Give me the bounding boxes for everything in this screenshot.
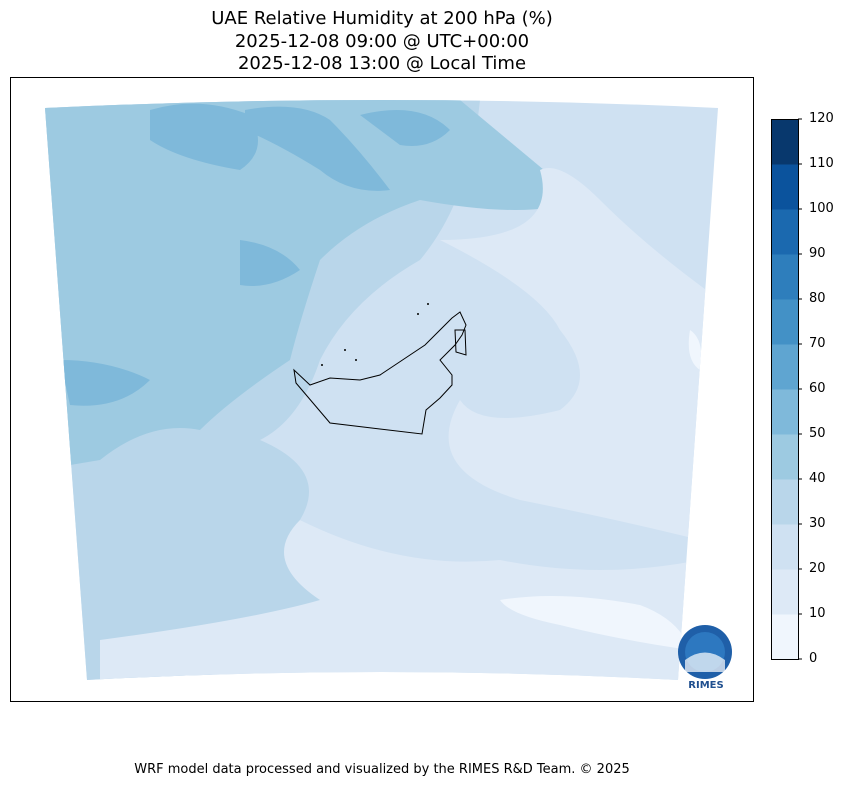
title-line-1: UAE Relative Humidity at 200 hPa (%) [211,8,553,29]
rimes-logo: RIMES [678,625,732,691]
colorbar-tick-label: 0 [809,651,818,666]
colorbar-tick-label: 110 [809,156,834,171]
colorbar-segment [771,164,798,210]
colorbar-tick-label: 40 [809,471,826,486]
colorbar-tick-label: 30 [809,516,826,531]
footer-credit: WRF model data processed and visualized … [134,762,630,777]
colorbar-segment [771,569,798,615]
colorbar-tick-label: 80 [809,291,826,306]
colorbar-segment [771,119,798,165]
contour-10-20 [100,100,718,680]
colorbar-segment [771,344,798,390]
title-line-2: 2025-12-08 09:00 @ UTC+00:00 [234,31,530,52]
colorbar-segment [771,389,798,435]
colorbar-segment [771,434,798,480]
colorbar-tick-label: 20 [809,561,826,576]
colorbar-segment [771,479,798,525]
colorbar-tick-label: 70 [809,336,826,351]
colorbar-segment [771,254,798,300]
uae-border [293,311,467,435]
colorbar-segment [771,614,798,660]
contour-50-60 [60,103,450,406]
map-frame [10,77,754,702]
title-line-3: 2025-12-08 13:00 @ Local Time [237,53,527,74]
colorbar-tick-label: 90 [809,246,826,261]
colorbar-tick-label: 50 [809,426,826,441]
colorbar-tick-label: 120 [809,111,834,126]
contour-fill [45,100,718,680]
colorbar-segment [771,299,798,345]
colorbar-tick-label: 10 [809,606,826,621]
svg-text:RIMES: RIMES [688,680,723,691]
colorbar-segment [771,524,798,570]
colorbar [771,118,802,660]
islands [321,303,429,366]
colorbar-tick-label: 100 [809,201,834,216]
contour-40-50 [45,100,580,470]
colorbar-tick-label: 60 [809,381,826,396]
colorbar-segment [771,209,798,255]
